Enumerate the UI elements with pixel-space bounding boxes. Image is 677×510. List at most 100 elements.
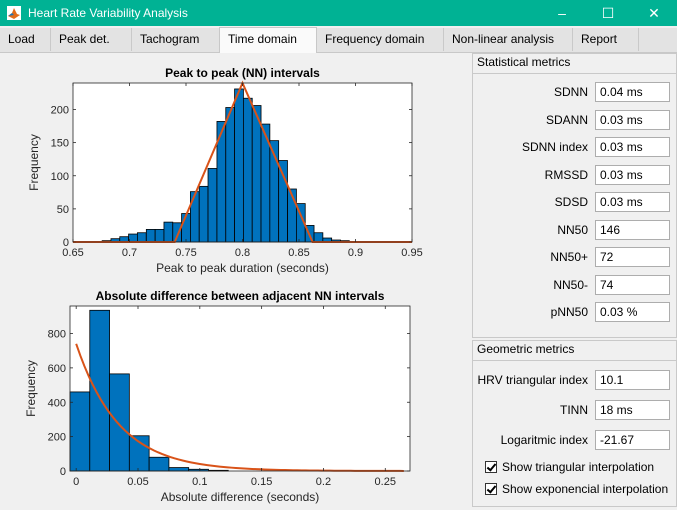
x-tick-label: 0.85 bbox=[288, 247, 309, 259]
exponential-interpolation-label[interactable]: Show exponencial interpolation bbox=[502, 482, 669, 496]
plot-area: Peak to peak (NN) intervals 0.65 0.7 0.75 0.… bbox=[0, 53, 470, 507]
x-tick-label: 0.1 bbox=[192, 476, 207, 488]
histogram-bar bbox=[145, 229, 156, 243]
metric-field-rmssd[interactable]: 0.03 ms bbox=[595, 164, 670, 185]
geometric-field-hrv-triangular-index[interactable]: 10.1 bbox=[595, 370, 670, 390]
histogram-bar bbox=[251, 105, 262, 243]
y-tick-label: 200 bbox=[51, 105, 69, 117]
x-axis-label: Peak to peak duration (seconds) bbox=[156, 261, 329, 275]
metric-label-pnn50: pNN50 bbox=[550, 305, 588, 319]
histogram-bar bbox=[225, 107, 235, 243]
histogram-bar bbox=[313, 232, 324, 243]
maximize-button[interactable]: ☐ bbox=[585, 0, 631, 26]
histogram-bar bbox=[109, 373, 130, 472]
minimize-button[interactable]: – bbox=[539, 0, 585, 26]
histogram-bar bbox=[168, 467, 190, 472]
x-tick-label: 0.25 bbox=[375, 476, 396, 488]
histogram-bar bbox=[207, 168, 218, 243]
tab-report[interactable]: Report bbox=[573, 28, 639, 51]
x-tick-label: 0.2 bbox=[316, 476, 331, 488]
metric-label-nn50: NN50- bbox=[553, 277, 588, 292]
histogram-bar bbox=[89, 309, 110, 472]
y-tick-label: 150 bbox=[51, 138, 69, 150]
axes-frame bbox=[69, 305, 411, 472]
y-axis-label: Frequency bbox=[27, 134, 41, 191]
y-tick-label: 100 bbox=[51, 171, 69, 183]
maximize-icon: ☐ bbox=[601, 5, 615, 21]
histogram-bar bbox=[242, 97, 253, 243]
y-tick-label: 600 bbox=[48, 363, 66, 375]
histogram-bar bbox=[148, 456, 170, 472]
y-tick-label: 200 bbox=[48, 432, 66, 444]
metric-field-sdsd[interactable]: 0.03 ms bbox=[595, 192, 670, 212]
tab-tachogram[interactable]: Tachogram bbox=[132, 28, 220, 51]
metric-field-sdann[interactable]: 0.03 ms bbox=[595, 109, 670, 130]
exponential-interpolation-checkbox[interactable] bbox=[485, 483, 497, 495]
y-tick-label: 400 bbox=[48, 397, 66, 409]
tab-time-domain[interactable]: Time domain bbox=[219, 27, 317, 53]
metric-label-sdnn-index: SDNN index bbox=[521, 140, 588, 154]
geometric-label-logaritmic-index: Logaritmic index bbox=[500, 433, 588, 447]
y-tick-label: 800 bbox=[48, 329, 66, 341]
triangular-interpolation-checkbox[interactable] bbox=[485, 461, 497, 473]
histogram-bar bbox=[137, 232, 147, 243]
geometric-metrics-title: Geometric metrics bbox=[477, 342, 575, 356]
panel-divider bbox=[473, 73, 676, 74]
metric-field-nn50[interactable]: 146 bbox=[595, 219, 670, 240]
x-tick-label: 0.8 bbox=[235, 247, 250, 259]
chart-title: Peak to peak (NN) intervals bbox=[165, 66, 320, 80]
title-bar: Heart Rate Variability Analysis – ☐ ✕ bbox=[0, 0, 677, 26]
x-axis-label: Absolute difference (seconds) bbox=[161, 490, 320, 504]
x-tick-label: 0.65 bbox=[62, 247, 83, 259]
metric-field-pnn50[interactable]: 0.03 % bbox=[595, 302, 670, 322]
matlab-icon bbox=[7, 6, 21, 20]
tab-load[interactable]: Load bbox=[0, 28, 51, 51]
histogram-bar bbox=[172, 222, 183, 243]
histogram-bar bbox=[189, 191, 200, 243]
metric-label-sdnn: SDNN bbox=[553, 85, 588, 99]
x-tick-label: 0.75 bbox=[175, 247, 196, 259]
statistical-metrics-panel: Statistical metrics SDNN 0.04 ms SDANN 0.03… bbox=[472, 53, 677, 338]
y-tick-label: 0 bbox=[60, 466, 66, 478]
close-button[interactable]: ✕ bbox=[631, 0, 677, 26]
panel-divider bbox=[473, 360, 676, 361]
metric-field-nn50[interactable]: 72 bbox=[595, 247, 670, 267]
histogram-plots: Peak to peak (NN) intervals 0.65 0.7 0.75 0.… bbox=[24, 66, 423, 504]
y-axis-label: Frequency bbox=[24, 360, 38, 417]
metric-label-sdsd: SDSD bbox=[554, 195, 588, 209]
histogram-bar bbox=[234, 88, 244, 243]
y-tick-label: 0 bbox=[63, 237, 69, 249]
histogram-bar bbox=[163, 221, 174, 243]
metric-label-sdann: SDANN bbox=[545, 112, 588, 127]
x-tick-label: 0.7 bbox=[122, 247, 137, 259]
minimize-icon: – bbox=[558, 5, 566, 21]
chart-title: Absolute difference between adjacent NN … bbox=[96, 289, 385, 303]
tab-non-linear-analysis[interactable]: Non-linear analysis bbox=[444, 28, 573, 51]
metric-field-sdnn-index[interactable]: 0.03 ms bbox=[595, 137, 670, 157]
metric-label-nn50: NN50 bbox=[557, 222, 588, 237]
x-tick-label: 0 bbox=[73, 476, 79, 488]
x-tick-label: 0.9 bbox=[348, 247, 363, 259]
tab-peak-detection[interactable]: Peak det. bbox=[51, 28, 132, 51]
triangular-interpolation-label[interactable]: Show triangular interpolation bbox=[502, 460, 655, 474]
metric-field-sdnn[interactable]: 0.04 ms bbox=[595, 82, 670, 102]
geometric-metrics-panel: Geometric metrics HRV triangular index 10… bbox=[472, 340, 677, 507]
tab-frequency-domain[interactable]: Frequency domain bbox=[317, 28, 444, 51]
geometric-label-tinn: TINN bbox=[560, 403, 588, 417]
metric-label-rmssd: RMSSD bbox=[544, 167, 588, 182]
window-title: Heart Rate Variability Analysis bbox=[28, 6, 188, 20]
geometric-label-hrv-triangular-index: HRV triangular index bbox=[477, 373, 588, 387]
geometric-field-logaritmic-index[interactable]: -21.67 bbox=[595, 430, 670, 450]
close-icon: ✕ bbox=[648, 5, 660, 21]
metric-label-nn50: NN50+ bbox=[550, 250, 588, 264]
x-tick-label: 0.95 bbox=[401, 247, 422, 259]
histogram-bar bbox=[128, 233, 138, 243]
y-tick-label: 50 bbox=[57, 204, 69, 216]
histogram-bar bbox=[69, 391, 91, 472]
x-tick-label: 0.05 bbox=[127, 476, 148, 488]
geometric-field-tinn[interactable]: 18 ms bbox=[595, 400, 670, 420]
statistical-metrics-title: Statistical metrics bbox=[477, 55, 571, 69]
metric-field-nn50[interactable]: 74 bbox=[595, 274, 670, 295]
histogram-bar bbox=[198, 185, 209, 243]
x-tick-label: 0.15 bbox=[251, 476, 272, 488]
